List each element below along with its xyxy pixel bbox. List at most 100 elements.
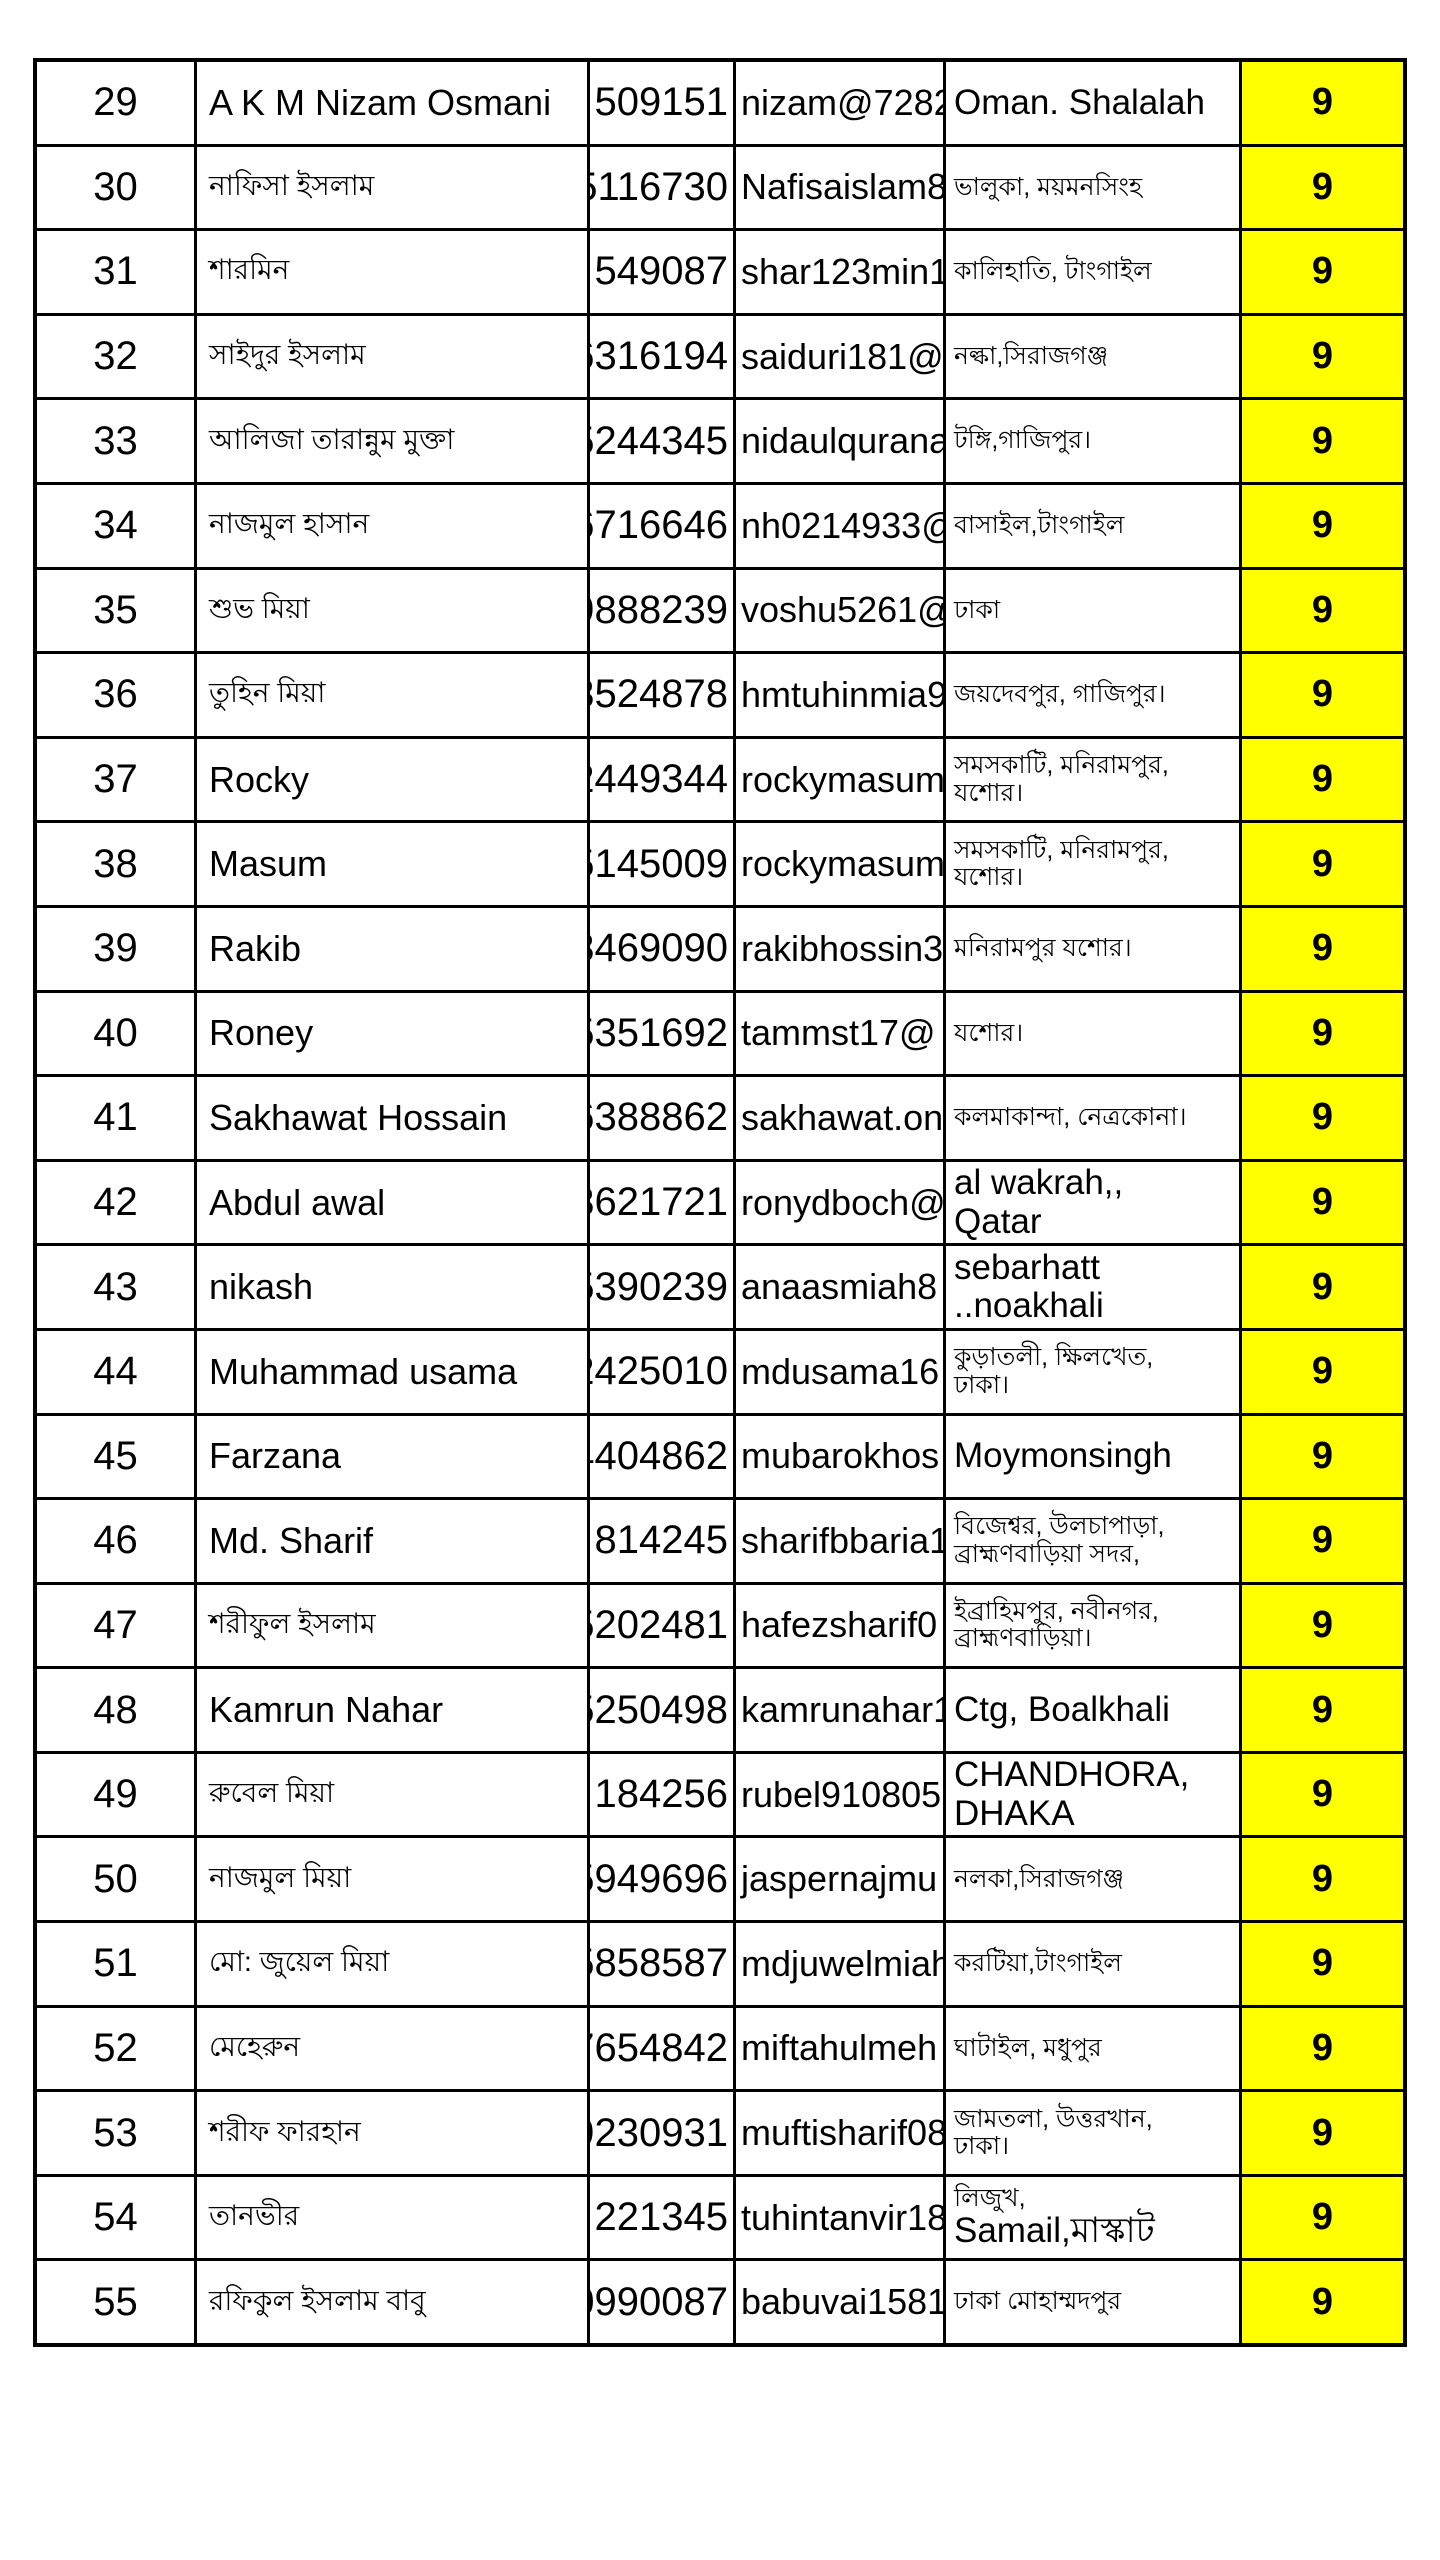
phone-cell: 2449344 [590,738,736,821]
location-cell: কলমাকান্দা, নেত্রকোনা। [946,1077,1242,1159]
phone-cell: 3621721 [590,1161,736,1244]
table-row: 53 শরীফ ফারহান 9230931 muftisharif08 জাম… [37,2092,1403,2177]
name-cell: তুহিন মিয়া [197,654,590,736]
location-line: মনিরামপুর যশোর। [954,933,1132,962]
score-cell: 9 [1242,315,1403,398]
name-cell: রফিকুল ইসলাম বাবু [197,2261,590,2344]
location-cell: লিজুখ, Samail,মাস্কাট [946,2176,1242,2259]
name-cell: মো: জুয়েল মিয়া [197,1923,590,2005]
phone-cell: 814245 [590,1500,736,1582]
name-cell: Kamrun Nahar [197,1669,590,1751]
name-cell: নাজমুল মিয়া [197,1838,590,1921]
location-line: Oman. Shalalah [954,82,1205,122]
email-cell: ronydboch@ [736,1161,946,1244]
email-cell: nizam@7282 [736,62,946,144]
score-cell: 9 [1242,62,1403,144]
name-cell: Sakhawat Hossain [197,1077,590,1159]
name-cell: সাইদুর ইসলাম [197,315,590,398]
table-row: 33 আলিজা তারান্নুম মুক্তা 5244345 nidaul… [37,400,1403,485]
location-line: যশোর। [954,863,1024,892]
score-cell: 9 [1242,1669,1403,1751]
email-cell: hafezsharif0 [736,1584,946,1667]
email-cell: tammst17@ [736,992,946,1075]
score-cell: 9 [1242,400,1403,482]
serial-cell: 32 [37,315,197,398]
location-line: Samail,মাস্কাট [954,2211,1155,2251]
email-cell: babuvai1581 [736,2261,946,2344]
phone-cell: 9230931 [590,2092,736,2174]
name-cell: শরীফ ফারহান [197,2092,590,2174]
score-cell: 9 [1242,823,1403,905]
location-line: Qatar [954,1201,1042,1241]
location-line: কালিহাতি, টাংগাইল [954,257,1152,286]
location-cell: করটিয়া,টাংগাইল [946,1923,1242,2005]
phone-cell: 3469090 [590,907,736,990]
email-cell: saiduri181@ [736,315,946,398]
serial-cell: 43 [37,1246,197,1328]
phone-cell: 4404862 [590,1415,736,1498]
email-cell: miftahulmeh [736,2007,946,2090]
location-cell: ঢাকা [946,569,1242,652]
score-cell: 9 [1242,1753,1403,1836]
location-line: ঢাকা। [954,2132,1010,2161]
serial-cell: 34 [37,484,197,567]
location-line: সমসকাটি, মনিরামপুর, [954,751,1169,780]
score-cell: 9 [1242,907,1403,990]
name-cell: Masum [197,823,590,905]
location-line: লিজুখ, [954,2183,1026,2212]
location-cell: নল্কা,সিরাজগঞ্জ [946,315,1242,398]
serial-cell: 35 [37,569,197,652]
serial-cell: 30 [37,146,197,229]
table-row: 42 Abdul awal 3621721 ronydboch@ al wakr… [37,1161,1403,1247]
table-row: 29 A K M Nizam Osmani 509151 nizam@7282 … [37,62,1403,147]
email-cell: Nafisaislam8 [736,146,946,229]
table-row: 34 নাজমুল হাসান 6716646 nh0214933@ বাসাই… [37,484,1403,570]
serial-cell: 29 [37,62,197,144]
score-cell: 9 [1242,1077,1403,1159]
serial-cell: 42 [37,1161,197,1244]
email-cell: nh0214933@ [736,484,946,567]
phone-cell: 6716646 [590,484,736,567]
location-cell: ভালুকা, ময়মনসিংহ [946,146,1242,229]
location-line: DHAKA [954,1793,1075,1833]
email-cell: jaspernajmu [736,1838,946,1921]
score-cell: 9 [1242,146,1403,229]
table-row: 36 তুহিন মিয়া 3524878 hmtuhinmia9 জয়দে… [37,654,1403,739]
name-cell: Rocky [197,738,590,821]
table-row: 47 শরীফুল ইসলাম 5202481 hafezsharif0 ইব্… [37,1584,1403,1670]
location-line: ঘাটাইল, মধুপুর [954,2033,1102,2062]
score-cell: 9 [1242,2092,1403,2174]
table-row: 41 Sakhawat Hossain 6388862 sakhawat.on … [37,1077,1403,1162]
location-line: sebarhatt [954,1247,1100,1287]
phone-cell: 5202481 [590,1584,736,1667]
table-row: 46 Md. Sharif 814245 sharifbbaria1 বিজেশ… [37,1500,1403,1585]
score-cell: 9 [1242,484,1403,567]
location-line: ব্রাহ্মণবাড়িয়া। [954,1624,1092,1653]
phone-cell: 7654842 [590,2007,736,2090]
phone-cell: 3524878 [590,654,736,736]
score-cell: 9 [1242,1923,1403,2005]
location-cell: ঢাকা মোহাম্মদপুর [946,2261,1242,2344]
phone-cell: 0990087 [590,2261,736,2344]
name-cell: মেহেরুন [197,2007,590,2090]
email-cell: hmtuhinmia9 [736,654,946,736]
email-cell: sharifbbaria1 [736,1500,946,1582]
serial-cell: 36 [37,654,197,736]
email-cell: muftisharif08 [736,2092,946,2174]
serial-cell: 54 [37,2176,197,2259]
location-cell: বাসাইল,টাংগাইল [946,484,1242,567]
phone-cell: 549087 [590,231,736,313]
location-line: ভালুকা, ময়মনসিংহ [954,172,1143,201]
serial-cell: 46 [37,1500,197,1582]
email-cell: rockymasum [736,823,946,905]
location-cell: জামতলা, উত্তরখান, ঢাকা। [946,2092,1242,2174]
location-cell: কুড়াতলী, ক্ষিলখেত, ঢাকা। [946,1330,1242,1413]
score-cell: 9 [1242,1838,1403,1921]
location-line: al wakrah,, [954,1163,1124,1203]
table-row: 35 শুভ মিয়া 9888239 voshu5261@ ঢাকা 9 [37,569,1403,655]
score-cell: 9 [1242,1584,1403,1667]
location-cell: মনিরামপুর যশোর। [946,907,1242,990]
table-row: 45 Farzana 4404862 mubarokhos Moymonsing… [37,1415,1403,1501]
email-cell: mdusama16 [736,1330,946,1413]
phone-cell: 9888239 [590,569,736,652]
